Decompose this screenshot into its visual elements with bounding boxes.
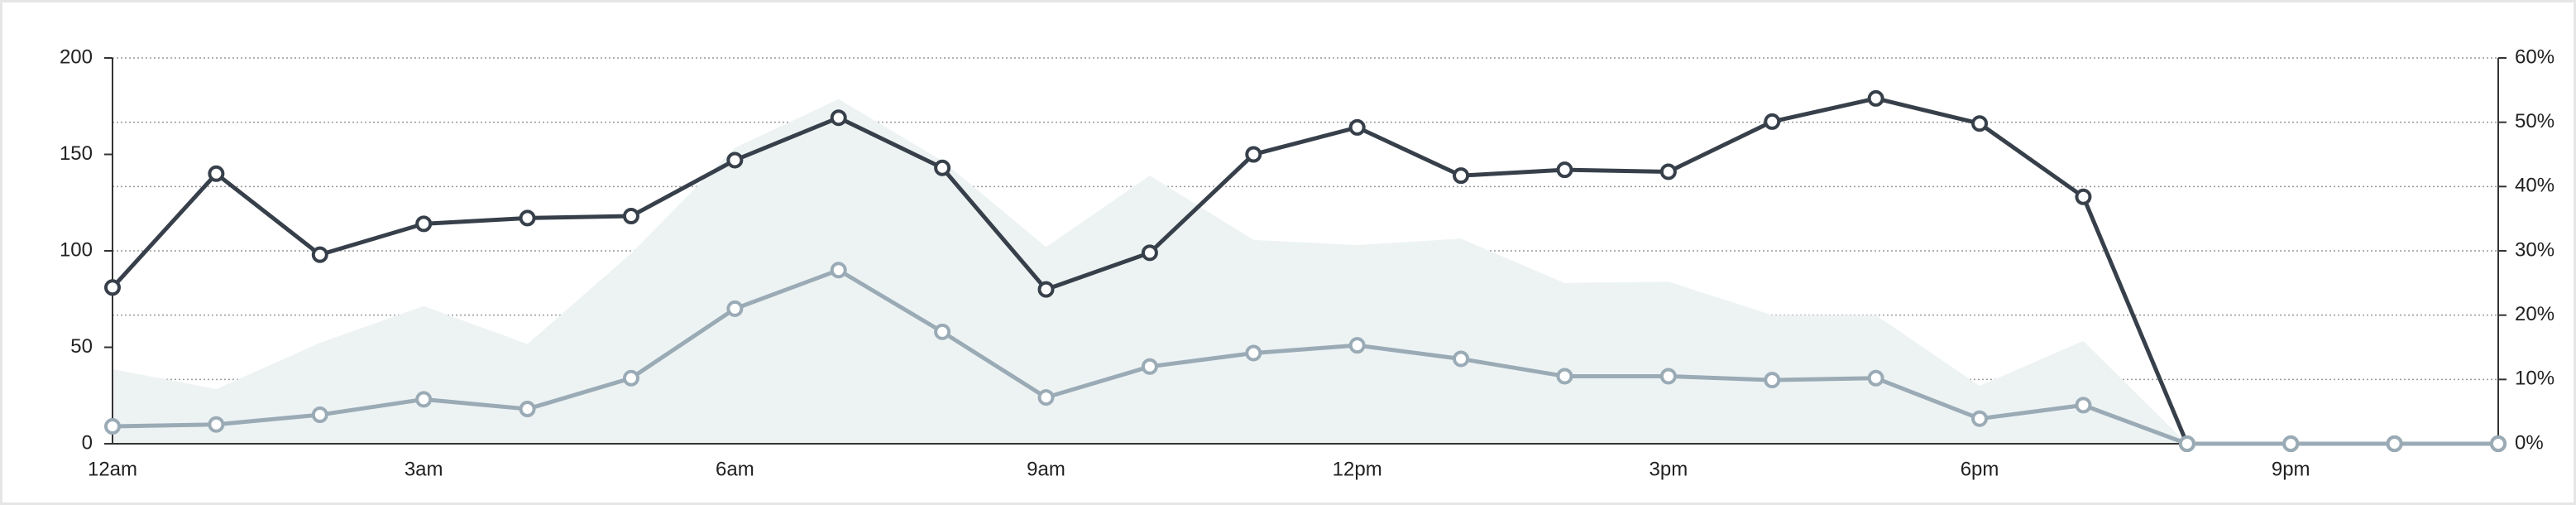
x-tick-label: 6pm xyxy=(1961,458,1999,480)
point xyxy=(622,369,639,387)
point xyxy=(1659,368,1677,385)
y-tick-label: 50 xyxy=(70,335,93,358)
point xyxy=(2490,435,2507,452)
x-tick-label: 6am xyxy=(716,458,754,480)
y2-tick-label: 30% xyxy=(2515,238,2554,261)
point xyxy=(311,246,328,263)
x-tick-label: 9pm xyxy=(2272,458,2310,480)
x-tick-label: 12pm xyxy=(1333,458,1382,480)
point xyxy=(934,159,951,176)
point xyxy=(622,208,639,225)
point xyxy=(1971,115,1989,132)
point xyxy=(1141,244,1158,262)
point xyxy=(1764,113,1781,130)
point xyxy=(1037,281,1055,298)
y-tick-label: 200 xyxy=(60,46,93,68)
point xyxy=(208,165,225,182)
point xyxy=(934,323,951,340)
y-tick-label: 0 xyxy=(82,431,93,454)
point xyxy=(1037,389,1055,406)
line xyxy=(112,267,2498,446)
point xyxy=(1453,167,1470,185)
line xyxy=(111,96,2498,446)
y-tick-label: 100 xyxy=(60,238,93,261)
point xyxy=(519,401,536,418)
y2-tick-label: 50% xyxy=(2515,110,2554,132)
point xyxy=(1453,350,1470,368)
x-tick-label: 3pm xyxy=(1650,458,1688,480)
point xyxy=(830,262,847,279)
point xyxy=(208,416,225,433)
area xyxy=(113,99,2498,444)
point xyxy=(311,406,328,424)
point xyxy=(830,109,847,127)
point xyxy=(2386,435,2403,452)
point xyxy=(1141,358,1158,375)
point xyxy=(1556,161,1573,179)
point xyxy=(1659,163,1677,180)
point xyxy=(1764,372,1781,389)
point xyxy=(2178,435,2195,452)
point xyxy=(2282,435,2300,452)
y2-tick-label: 40% xyxy=(2515,175,2554,197)
point xyxy=(415,215,433,233)
point xyxy=(1867,369,1884,387)
point xyxy=(104,279,121,296)
point xyxy=(1971,410,1989,427)
point xyxy=(1348,118,1366,136)
point xyxy=(104,418,121,435)
point xyxy=(1348,337,1366,354)
point xyxy=(1245,344,1262,362)
point xyxy=(1867,89,1884,107)
point xyxy=(519,209,536,227)
point xyxy=(415,391,433,408)
x-tick-label: 12am xyxy=(88,458,137,480)
y2-tick-label: 60% xyxy=(2515,46,2554,68)
x-tick-label: 3am xyxy=(405,458,443,480)
point xyxy=(1245,146,1262,163)
point xyxy=(726,152,744,169)
point xyxy=(726,300,744,317)
x-tick-label: 9am xyxy=(1027,458,1065,480)
point xyxy=(2075,188,2092,205)
y-tick-label: 150 xyxy=(60,142,93,165)
y2-tick-label: 0% xyxy=(2515,431,2544,454)
y2-tick-label: 20% xyxy=(2515,303,2554,325)
y2-tick-label: 10% xyxy=(2515,368,2554,390)
point xyxy=(2075,397,2092,414)
point xyxy=(1556,368,1573,385)
